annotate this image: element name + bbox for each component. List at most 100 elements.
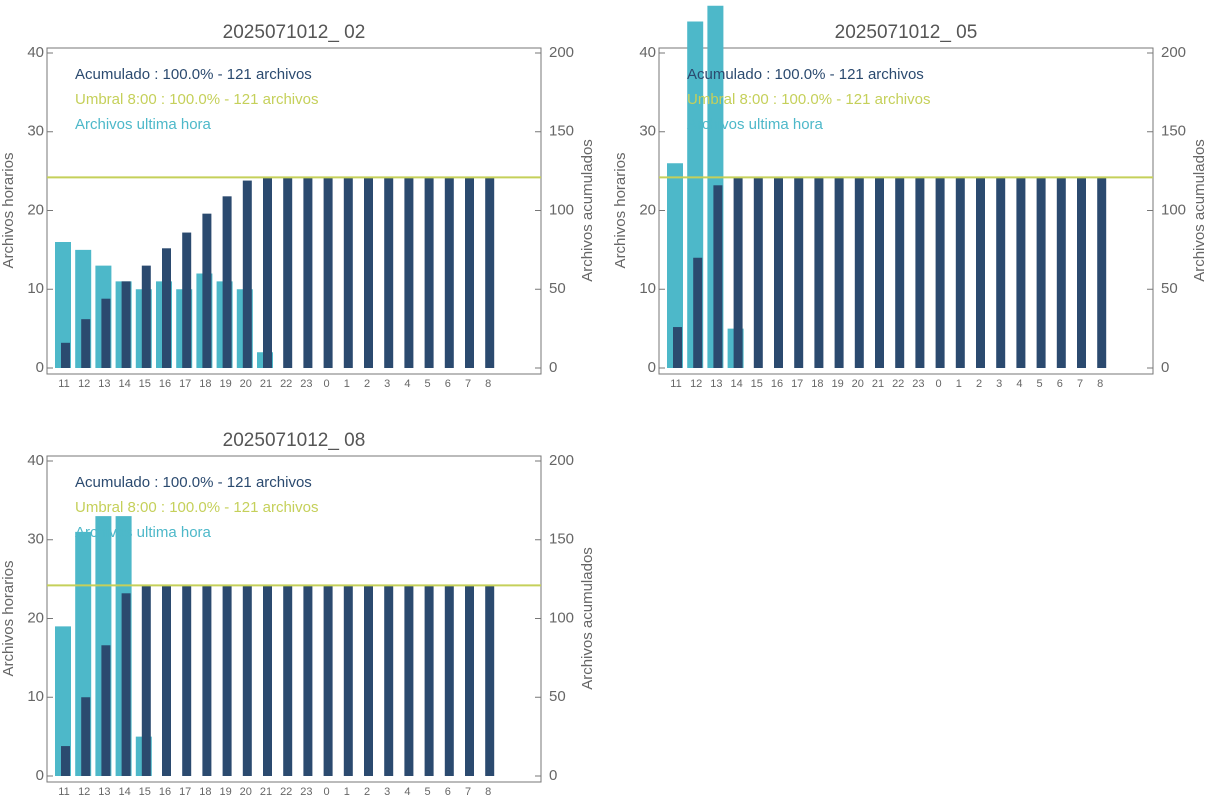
y-tick-label: 0 [648, 359, 656, 376]
cumulative-bar [774, 177, 783, 368]
y2-tick-label: 50 [549, 688, 566, 705]
legend-entry: Archivos ultima hora [75, 116, 212, 133]
x-tick-label: 5 [1037, 378, 1043, 390]
legend-entry: Umbral 8:00 : 100.0% - 121 archivos [75, 91, 318, 108]
x-tick-label: 17 [179, 378, 191, 390]
x-tick-label: 19 [219, 378, 231, 390]
cumulative-bar [854, 177, 864, 368]
x-tick-label: 16 [159, 786, 171, 796]
x-tick-label: 6 [1057, 378, 1063, 390]
x-tick-label: 17 [179, 786, 191, 796]
x-tick-label: 23 [912, 378, 924, 390]
x-tick-label: 16 [159, 378, 171, 390]
cumulative-bar [364, 177, 373, 368]
cumulative-bar [323, 177, 333, 368]
legend-entry: Umbral 8:00 : 100.0% - 121 archivos [75, 499, 318, 516]
y-tick-label: 20 [639, 201, 656, 218]
cumulative-bar [61, 342, 70, 368]
x-tick-label: 12 [690, 378, 702, 390]
legend-entry: Archivos ultima hora [687, 116, 824, 133]
cumulative-bar [81, 319, 91, 368]
hourly-bar [55, 626, 71, 776]
cumulative-bar [794, 177, 804, 368]
cumulative-bar [242, 585, 252, 776]
y-tick-label: 40 [639, 44, 656, 61]
cumulative-bar [141, 265, 151, 368]
x-tick-label: 6 [445, 378, 451, 390]
x-tick-label: 1 [344, 786, 350, 796]
legend-entry: Umbral 8:00 : 100.0% - 121 archivos [687, 91, 930, 108]
x-tick-label: 14 [730, 378, 742, 390]
x-tick-label: 17 [791, 378, 803, 390]
cumulative-bar [182, 585, 192, 776]
cumulative-bar [162, 585, 171, 776]
cumulative-bar [222, 196, 232, 368]
y2-tick-label: 0 [549, 767, 557, 784]
y2-tick-label: 100 [1161, 201, 1186, 218]
x-tick-label: 13 [98, 786, 110, 796]
cumulative-bar [303, 177, 313, 368]
x-tick-label: 19 [831, 378, 843, 390]
x-tick-label: 6 [445, 786, 451, 796]
cumulative-bar [1056, 177, 1066, 368]
x-tick-label: 7 [1077, 378, 1083, 390]
cumulative-bar [465, 177, 474, 368]
y2-tick-label: 150 [549, 531, 574, 548]
x-tick-label: 2 [976, 378, 982, 390]
x-tick-label: 1 [344, 378, 350, 390]
cumulative-bar [1097, 177, 1107, 368]
cumulative-bar [182, 232, 192, 368]
cumulative-bar [915, 177, 925, 368]
chart-title: 2025071012_ 02 [223, 22, 366, 43]
x-tick-label: 21 [872, 378, 884, 390]
x-tick-label: 11 [58, 786, 69, 796]
x-tick-label: 7 [465, 378, 471, 390]
x-tick-label: 18 [199, 786, 211, 796]
cumulative-bar [444, 177, 454, 368]
cumulative-bar [101, 645, 111, 776]
x-tick-label: 22 [280, 378, 292, 390]
x-tick-label: 1 [956, 378, 962, 390]
cumulative-bar [693, 257, 703, 368]
y-tick-label: 10 [27, 688, 44, 705]
x-tick-label: 19 [219, 786, 231, 796]
chart-title: 2025071012_ 08 [223, 430, 366, 451]
cumulative-bar [485, 585, 495, 776]
cumulative-bar [424, 585, 434, 776]
y-axis-label: Archivos horarios [612, 153, 629, 269]
x-tick-label: 22 [892, 378, 904, 390]
y-tick-label: 40 [27, 44, 44, 61]
x-tick-label: 23 [300, 786, 312, 796]
cumulative-bar [162, 248, 171, 368]
x-tick-label: 0 [324, 378, 330, 390]
legend-entry: Acumulado : 100.0% - 121 archivos [75, 474, 312, 491]
cumulative-bar [283, 177, 293, 368]
x-tick-label: 4 [404, 378, 410, 390]
x-tick-label: 11 [58, 378, 69, 390]
y2-tick-label: 50 [549, 280, 566, 297]
x-tick-label: 23 [300, 378, 312, 390]
legend-entry: Acumulado : 100.0% - 121 archivos [75, 66, 312, 83]
y-axis-label: Archivos horarios [0, 561, 17, 677]
x-tick-label: 12 [78, 786, 90, 796]
y2-tick-label: 200 [549, 44, 574, 61]
cumulative-bar [935, 177, 945, 368]
y2-tick-label: 50 [1161, 280, 1178, 297]
cumulative-bar [673, 327, 682, 368]
cumulative-bar [81, 697, 91, 776]
cumulative-bar [121, 281, 131, 368]
x-tick-label: 14 [118, 378, 130, 390]
x-tick-label: 13 [710, 378, 722, 390]
y2-axis-label: Archivos acumulados [1191, 139, 1206, 282]
cumulative-bar [875, 177, 884, 368]
cumulative-bar [444, 585, 454, 776]
y-tick-label: 30 [639, 123, 656, 140]
x-tick-label: 14 [118, 786, 130, 796]
x-tick-label: 2 [364, 786, 370, 796]
y2-axis-label: Archivos acumulados [579, 139, 596, 282]
x-tick-label: 3 [996, 378, 1002, 390]
x-tick-label: 18 [811, 378, 823, 390]
legend-entry: Acumulado : 100.0% - 121 archivos [687, 66, 924, 83]
cumulative-bar [384, 177, 394, 368]
